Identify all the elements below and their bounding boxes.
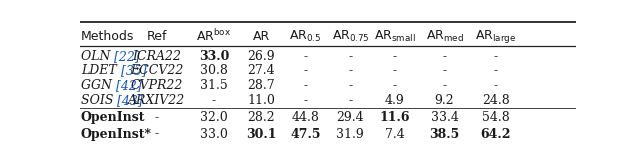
Text: 44.8: 44.8 <box>292 111 319 124</box>
Text: 24.8: 24.8 <box>482 94 509 107</box>
Text: 30.8: 30.8 <box>200 64 228 78</box>
Text: [35]: [35] <box>121 64 147 78</box>
Text: [22]: [22] <box>115 50 140 63</box>
Text: AR: AR <box>252 30 269 43</box>
Text: -: - <box>303 79 308 92</box>
Text: -: - <box>442 79 447 92</box>
Text: 64.2: 64.2 <box>481 128 511 141</box>
Text: -: - <box>393 50 397 63</box>
Text: AR$_{\rm med}$: AR$_{\rm med}$ <box>426 29 463 44</box>
Text: 54.8: 54.8 <box>482 111 509 124</box>
Text: -: - <box>493 50 498 63</box>
Text: -: - <box>493 79 498 92</box>
Text: -: - <box>348 50 353 63</box>
Text: 4.9: 4.9 <box>385 94 405 107</box>
Text: -: - <box>442 64 447 78</box>
Text: 9.2: 9.2 <box>435 94 454 107</box>
Text: 7.4: 7.4 <box>385 128 405 141</box>
Text: LDET: LDET <box>81 64 121 78</box>
Text: -: - <box>303 64 308 78</box>
Text: -: - <box>155 128 159 141</box>
Text: 11.6: 11.6 <box>380 111 410 124</box>
Text: ARXIV22: ARXIV22 <box>128 94 186 107</box>
Text: -: - <box>393 64 397 78</box>
Text: 28.2: 28.2 <box>247 111 275 124</box>
Text: -: - <box>442 50 447 63</box>
Text: 28.7: 28.7 <box>247 79 275 92</box>
Text: AR$_{0.75}$: AR$_{0.75}$ <box>332 29 369 44</box>
Text: -: - <box>393 79 397 92</box>
Text: -: - <box>348 79 353 92</box>
Text: ICRA22: ICRA22 <box>132 50 181 63</box>
Text: 27.4: 27.4 <box>247 64 275 78</box>
Text: -: - <box>493 64 498 78</box>
Text: Methods: Methods <box>81 30 134 43</box>
Text: OpenInst: OpenInst <box>81 111 145 124</box>
Text: AR$_{\rm large}$: AR$_{\rm large}$ <box>475 28 516 45</box>
Text: [42]: [42] <box>116 79 141 92</box>
Text: -: - <box>303 50 308 63</box>
Text: AR$_{0.5}$: AR$_{0.5}$ <box>289 29 322 44</box>
Text: 47.5: 47.5 <box>291 128 321 141</box>
Text: ECCV22: ECCV22 <box>130 64 184 78</box>
Text: 33.4: 33.4 <box>431 111 458 124</box>
Text: OLN: OLN <box>81 50 115 63</box>
Text: 32.0: 32.0 <box>200 111 228 124</box>
Text: -: - <box>155 111 159 124</box>
Text: 31.9: 31.9 <box>337 128 364 141</box>
Text: -: - <box>303 94 308 107</box>
Text: 38.5: 38.5 <box>429 128 460 141</box>
Text: OpenInst*: OpenInst* <box>81 128 152 141</box>
Text: GGN: GGN <box>81 79 116 92</box>
Text: CVPR22: CVPR22 <box>131 79 183 92</box>
Text: AR$^{\rm box}$: AR$^{\rm box}$ <box>196 28 232 44</box>
Text: 33.0: 33.0 <box>199 50 229 63</box>
Text: SOIS: SOIS <box>81 94 118 107</box>
Text: Ref: Ref <box>147 30 167 43</box>
Text: -: - <box>348 64 353 78</box>
Text: [43]: [43] <box>118 94 143 107</box>
Text: 31.5: 31.5 <box>200 79 228 92</box>
Text: -: - <box>212 94 216 107</box>
Text: 33.0: 33.0 <box>200 128 228 141</box>
Text: AR$_{\rm small}$: AR$_{\rm small}$ <box>374 29 416 44</box>
Text: 11.0: 11.0 <box>247 94 275 107</box>
Text: 26.9: 26.9 <box>247 50 275 63</box>
Text: -: - <box>348 94 353 107</box>
Text: 30.1: 30.1 <box>246 128 276 141</box>
Text: 29.4: 29.4 <box>337 111 364 124</box>
